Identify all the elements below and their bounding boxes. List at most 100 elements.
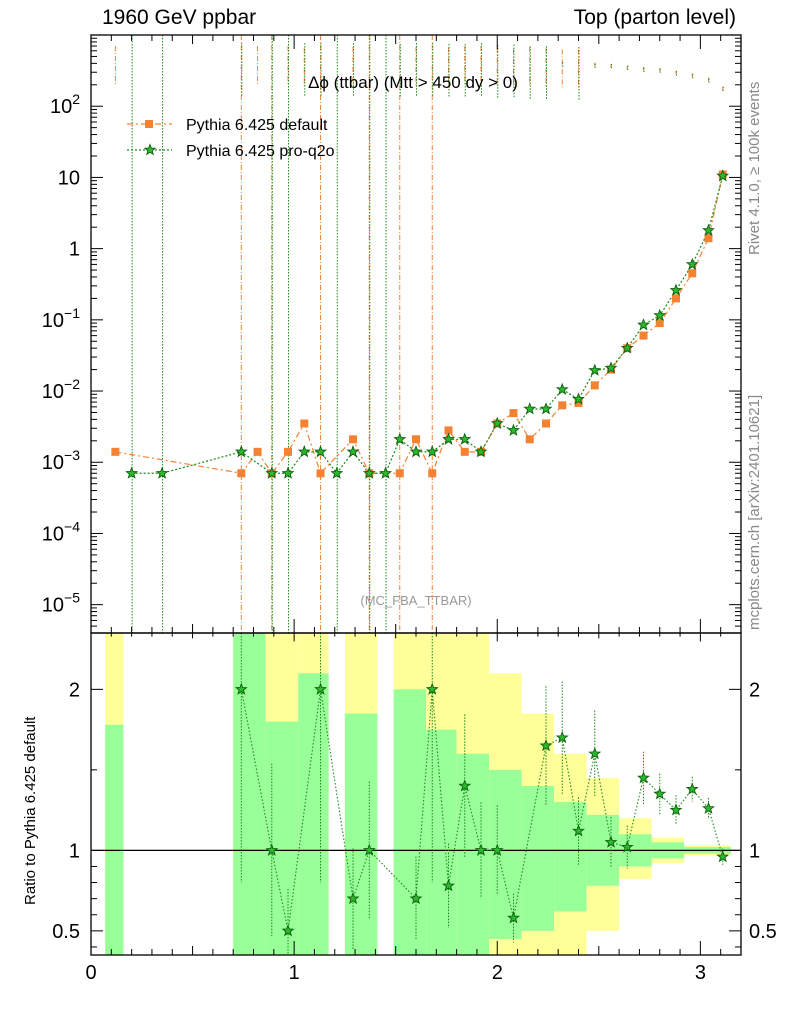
marker-pro-q2o — [555, 382, 569, 396]
ratio-y-tick-label-right: 0.5 — [749, 921, 777, 943]
marker-pro-q2o — [346, 444, 360, 458]
marker-default — [655, 319, 664, 328]
ratio-y-tick-label-left: 1 — [69, 840, 80, 862]
ratio-band-green — [105, 724, 124, 955]
marker-pro-q2o — [669, 283, 683, 296]
marker-pro-q2o — [604, 361, 618, 374]
marker-default — [704, 234, 713, 243]
marker-default — [460, 447, 469, 456]
marker-default — [590, 381, 599, 390]
ratio-marker-pro-q2o — [314, 682, 328, 695]
legend: Pythia 6.425 default Pythia 6.425 pro-q2… — [127, 117, 335, 160]
marker-pro-q2o — [330, 466, 344, 479]
marker-default — [300, 419, 309, 428]
marker-default — [237, 469, 246, 478]
y-tick-label: 10−2 — [42, 376, 80, 403]
ratio-y-axis-label: Ratio to Pythia 6.425 default — [22, 716, 39, 905]
marker-default — [542, 419, 550, 428]
ratio-marker-pro-q2o — [588, 747, 602, 760]
series-markers — [111, 169, 730, 937]
ratio-marker-pro-q2o — [265, 843, 279, 856]
marker-pro-q2o — [523, 402, 537, 415]
marker-pro-q2o — [393, 432, 407, 445]
marker-pro-q2o — [379, 466, 393, 479]
marker-pro-q2o — [442, 432, 455, 445]
ratio-y-tick-label-right: 2 — [749, 679, 760, 701]
ratio-band-green — [233, 633, 266, 955]
ratio-marker-pro-q2o — [669, 803, 683, 816]
marker-pro-q2o — [362, 466, 376, 479]
x-tick-label: 2 — [492, 962, 503, 984]
y-tick-label: 10−5 — [42, 590, 80, 617]
ratio-marker-pro-q2o — [555, 730, 569, 744]
ratio-bands — [105, 633, 731, 955]
header-left: 1960 GeV ppbar — [102, 6, 257, 29]
marker-pro-q2o — [620, 341, 634, 354]
ratio-marker-pro-q2o — [346, 891, 360, 905]
ratio-marker-pro-q2o — [362, 843, 376, 856]
watermark: (MC_FBA_TTBAR) — [360, 593, 471, 608]
error-bars — [114, 35, 724, 955]
marker-pro-q2o — [572, 392, 585, 405]
marker-pro-q2o — [702, 223, 715, 236]
marker-pro-q2o — [490, 416, 504, 430]
ratio-marker-pro-q2o — [685, 782, 699, 795]
ratio-marker-pro-q2o — [409, 891, 423, 905]
marker-pro-q2o — [265, 466, 279, 479]
ratio-marker-pro-q2o — [653, 787, 667, 800]
ratio-marker-pro-q2o — [539, 738, 553, 752]
ratio-band-green — [344, 713, 378, 955]
legend-marker-default — [145, 120, 153, 128]
marker-pro-q2o — [234, 444, 248, 458]
ratio-marker-pro-q2o — [458, 779, 472, 792]
legend-star-shape — [143, 143, 157, 156]
ratio-marker-pro-q2o — [281, 924, 295, 937]
line-pro-q2o — [131, 175, 724, 475]
legend-label-pro: Pythia 6.425 pro-q2o — [186, 143, 335, 160]
marker-pro-q2o — [409, 445, 423, 458]
y-tick-label: 102 — [50, 91, 80, 118]
marker-pro-q2o — [716, 169, 730, 182]
marker-pro-q2o — [637, 318, 650, 331]
legend-marker-pro — [143, 143, 157, 156]
y-tick-label: 10−4 — [42, 518, 80, 545]
marker-default — [672, 294, 680, 303]
ratio-marker-pro-q2o — [637, 771, 650, 784]
ratio-band-green — [521, 785, 555, 931]
ratio-marker-pro-q2o — [234, 682, 248, 695]
marker-default — [525, 435, 534, 444]
marker-default — [688, 269, 697, 278]
marker-pro-q2o — [474, 445, 488, 458]
marker-default — [316, 469, 325, 478]
y-tick-label: 10−3 — [42, 447, 80, 474]
axis-ticks: 102 10 1 10−1 10−2 10−3 10−4 10−5 0 1 2 3 2 2 1 1 0.5 0.5 — [42, 34, 777, 984]
marker-pro-q2o — [539, 402, 553, 415]
marker-pro-q2o — [458, 432, 472, 445]
marker-default — [509, 409, 518, 418]
marker-default — [444, 426, 453, 435]
ratio-marker-pro-q2o — [442, 879, 455, 892]
ratio-marker-pro-q2o — [474, 843, 488, 856]
ratio-marker-pro-q2o — [604, 835, 618, 848]
ratio-marker-pro-q2o — [702, 801, 715, 814]
marker-pro-q2o — [507, 423, 520, 436]
x-tick-label: 3 — [695, 962, 706, 984]
marker-default — [349, 435, 358, 444]
marker-pro-q2o — [653, 308, 667, 322]
marker-pro-q2o — [125, 466, 139, 479]
marker-pro-q2o — [685, 257, 699, 270]
side-label-mcplots: mcplots.cern.ch [arXiv:2401.10621] — [746, 394, 763, 630]
marker-default — [639, 331, 648, 340]
ratio-marker-pro-q2o — [716, 850, 730, 863]
marker-pro-q2o — [314, 444, 328, 458]
y-tick-label: 10−1 — [42, 305, 80, 332]
marker-default — [574, 398, 583, 407]
ratio-band-green — [265, 721, 299, 955]
marker-default — [395, 469, 404, 478]
marker-default — [284, 447, 293, 456]
marker-default — [558, 401, 567, 410]
x-tick-label: 1 — [289, 962, 300, 984]
marker-pro-q2o — [155, 466, 169, 479]
y-tick-label: 10 — [58, 167, 80, 189]
